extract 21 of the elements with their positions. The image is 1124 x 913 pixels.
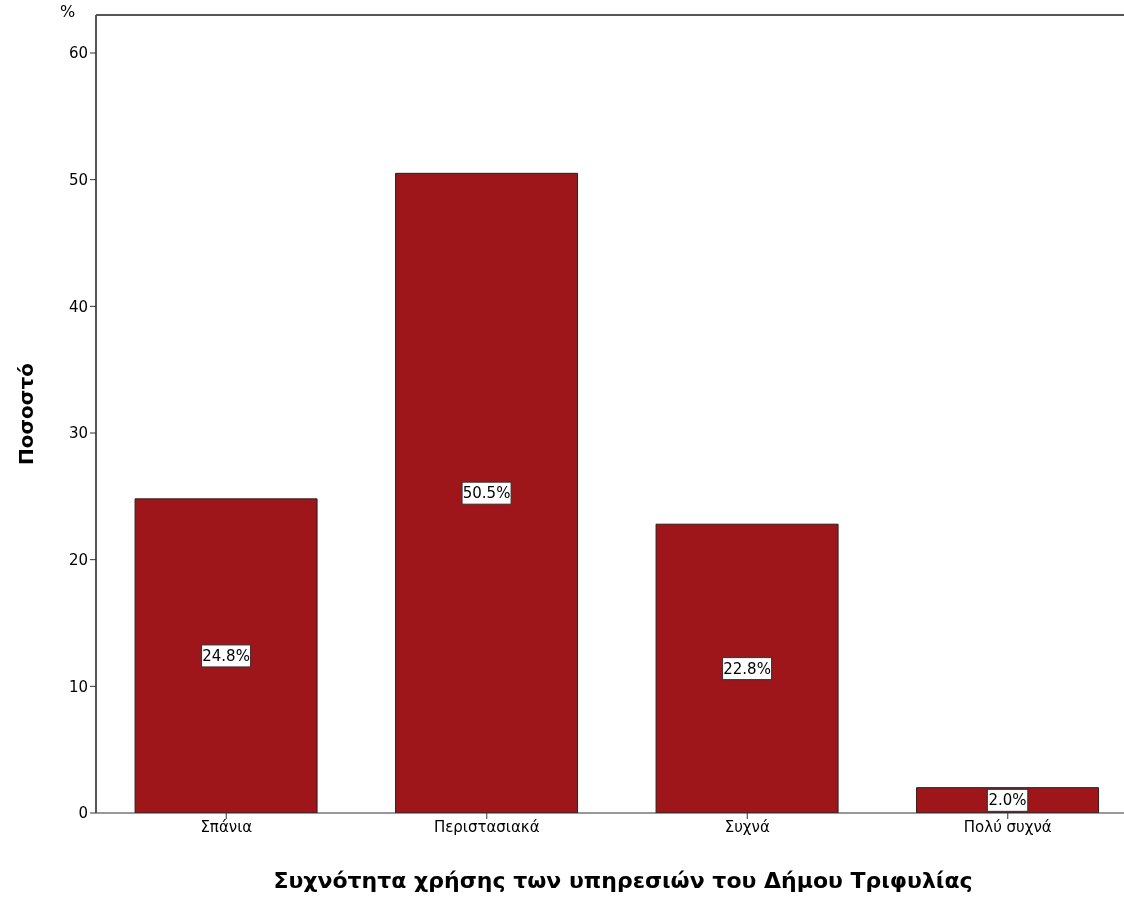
data-label: 2.0% xyxy=(988,791,1027,810)
x-tick-label: Συχνά xyxy=(724,817,770,836)
x-axis-title: Συχνότητα χρήσης των υπηρεσιών του Δήμου Τριφυλίας xyxy=(272,868,974,893)
y-tick-label: 10 xyxy=(68,677,88,696)
data-label: 24.8% xyxy=(202,646,250,665)
bar xyxy=(134,498,318,813)
y-tick-label: 50 xyxy=(68,170,88,189)
x-tick-label: Πολύ συχνά xyxy=(963,817,1052,836)
y-tick-label: 30 xyxy=(68,424,88,443)
y-tick-label: 0 xyxy=(78,804,88,823)
data-label: 50.5% xyxy=(462,484,511,503)
y-tick-label: 20 xyxy=(68,550,88,569)
bar xyxy=(655,523,839,813)
bar xyxy=(395,172,579,813)
y-axis-title: Ποσοστό xyxy=(14,363,39,465)
x-tick-label: Περιστασιακά xyxy=(433,817,540,836)
x-tick-label: Σπάνια xyxy=(200,817,253,836)
chart-title: % xyxy=(60,2,76,21)
y-tick-label: 40 xyxy=(68,297,88,316)
data-label: 22.8% xyxy=(723,659,771,678)
y-tick-label: 60 xyxy=(68,44,88,63)
